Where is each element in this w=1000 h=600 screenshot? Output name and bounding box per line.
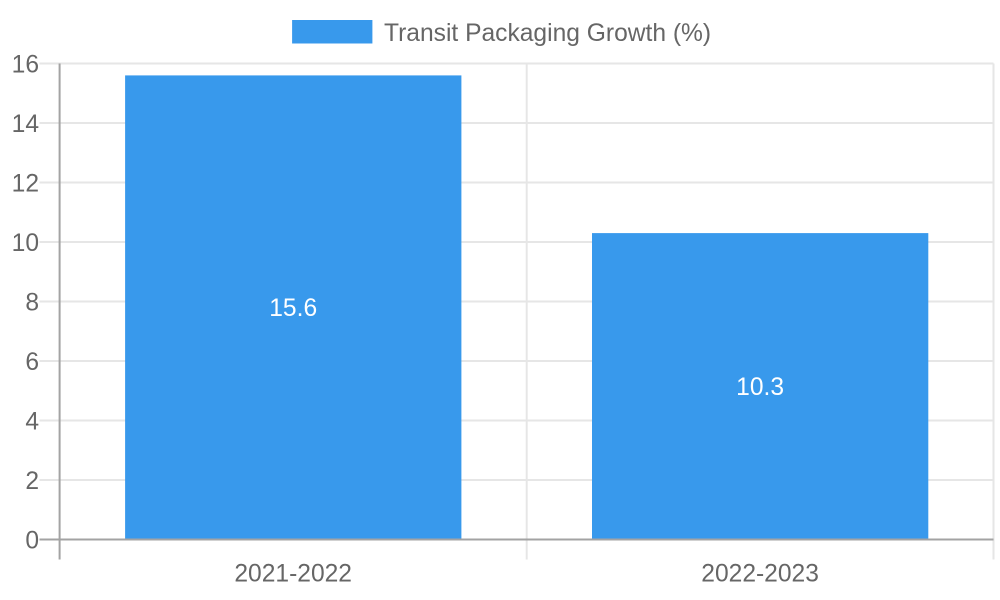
svg-text:12: 12	[12, 171, 39, 198]
svg-text:16: 16	[12, 52, 39, 79]
svg-text:2022-2023: 2022-2023	[701, 560, 819, 587]
svg-text:4: 4	[25, 409, 39, 436]
svg-text:Transit Packaging Growth (%): Transit Packaging Growth (%)	[384, 20, 711, 47]
svg-text:8: 8	[25, 290, 39, 317]
svg-text:2: 2	[25, 468, 39, 495]
svg-text:14: 14	[12, 111, 39, 138]
svg-text:0: 0	[25, 528, 39, 555]
svg-text:2021-2022: 2021-2022	[234, 560, 352, 587]
svg-text:10.3: 10.3	[736, 374, 784, 401]
svg-text:15.6: 15.6	[269, 295, 317, 322]
svg-text:6: 6	[25, 349, 39, 376]
svg-text:10: 10	[12, 230, 39, 257]
